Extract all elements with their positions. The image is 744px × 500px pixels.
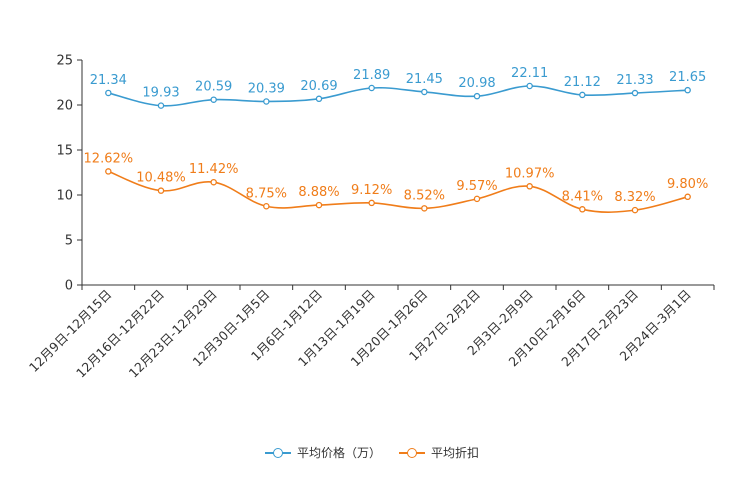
- legend-price-line-icon: [264, 447, 291, 459]
- series-0-point-4[interactable]: [315, 95, 323, 103]
- series-1-point-7[interactable]: [473, 195, 481, 203]
- y-tick-label-15: 15: [56, 144, 73, 159]
- series-0-data-label-10: 21.33: [616, 73, 653, 88]
- series-0-data-label-0: 21.34: [90, 73, 127, 88]
- series-0-point-5[interactable]: [368, 84, 375, 92]
- series-1-data-label-6: 8.52%: [404, 188, 445, 203]
- series-1-point-11[interactable]: [684, 193, 691, 201]
- series-0-point-10[interactable]: [631, 89, 639, 97]
- series-0-data-label-4: 20.69: [300, 79, 337, 94]
- series-0-point-11[interactable]: [684, 86, 691, 94]
- series-0-point-9[interactable]: [579, 91, 586, 99]
- legend-item-discount[interactable]: 平均折扣: [399, 444, 479, 461]
- y-tick-label-20: 20: [56, 99, 73, 114]
- series-1-point-9[interactable]: [579, 206, 586, 213]
- legend-price-dot: [272, 447, 283, 458]
- series-0-data-label-5: 21.89: [353, 68, 390, 83]
- legend-discount-label: 平均折扣: [431, 446, 480, 460]
- series-0-point-3[interactable]: [263, 98, 270, 105]
- series-1-point-2[interactable]: [210, 178, 217, 186]
- series-1-point-4[interactable]: [315, 201, 323, 209]
- series-0-point-1[interactable]: [157, 102, 165, 109]
- legend-discount-dot: [407, 447, 417, 458]
- y-tick-label-5: 5: [65, 234, 73, 249]
- series-0-point-8[interactable]: [526, 82, 533, 90]
- series-1-data-label-4: 8.88%: [298, 185, 339, 200]
- legend-price-label: 平均价格（万）: [296, 446, 381, 460]
- series-0-data-label-11: 21.65: [669, 70, 706, 85]
- series-1-data-label-11: 9.80%: [667, 177, 708, 192]
- series-1-data-label-0: 12.62%: [84, 151, 134, 166]
- series-1-data-label-9: 8.41%: [562, 189, 603, 204]
- series-1-point-3[interactable]: [263, 202, 270, 210]
- series-1-line: [108, 170, 688, 213]
- series-1-data-label-2: 11.42%: [189, 162, 239, 177]
- series-1-point-10[interactable]: [631, 206, 639, 214]
- series-0-line: [108, 85, 688, 107]
- series-0-point-6[interactable]: [421, 88, 428, 96]
- series-1-data-label-5: 9.12%: [351, 183, 392, 198]
- y-tick-label-10: 10: [56, 189, 73, 204]
- legend-discount-line-icon: [399, 447, 425, 459]
- x-tick-label-2: 12月23日-12月29日: [126, 287, 220, 381]
- series-1-point-6[interactable]: [421, 205, 428, 212]
- series-1-data-label-3: 8.75%: [246, 186, 287, 201]
- y-tick-label-0: 0: [65, 279, 73, 294]
- y-tick-label-25: 25: [56, 54, 73, 69]
- series-1-point-0[interactable]: [105, 168, 112, 175]
- series-1-data-label-8: 10.97%: [505, 166, 555, 181]
- series-0-point-2[interactable]: [210, 96, 217, 103]
- series-0-data-label-7: 20.98: [458, 76, 495, 91]
- series-1-data-label-7: 9.57%: [456, 179, 497, 194]
- legend: 平均价格（万） 平均折扣: [0, 444, 744, 461]
- series-1-data-label-10: 8.32%: [614, 190, 655, 205]
- series-0-data-label-2: 20.59: [195, 80, 232, 95]
- series-1-point-8[interactable]: [526, 183, 533, 190]
- series-1-point-1[interactable]: [157, 187, 165, 194]
- series-0-point-7[interactable]: [473, 92, 481, 100]
- x-tick-label-1: 12月16日-12月22日: [73, 287, 167, 381]
- series-0-data-label-6: 21.45: [406, 72, 443, 87]
- series-1-data-label-1: 10.48%: [136, 171, 186, 186]
- legend-item-price[interactable]: 平均价格（万）: [264, 444, 381, 461]
- series-0-data-label-9: 21.12: [564, 75, 601, 90]
- series-0-data-label-3: 20.39: [248, 81, 285, 96]
- series-0-data-label-1: 19.93: [142, 86, 179, 101]
- series-0-point-0[interactable]: [105, 89, 112, 97]
- series-0-data-label-8: 22.11: [511, 66, 548, 81]
- series-1-point-5[interactable]: [368, 199, 375, 207]
